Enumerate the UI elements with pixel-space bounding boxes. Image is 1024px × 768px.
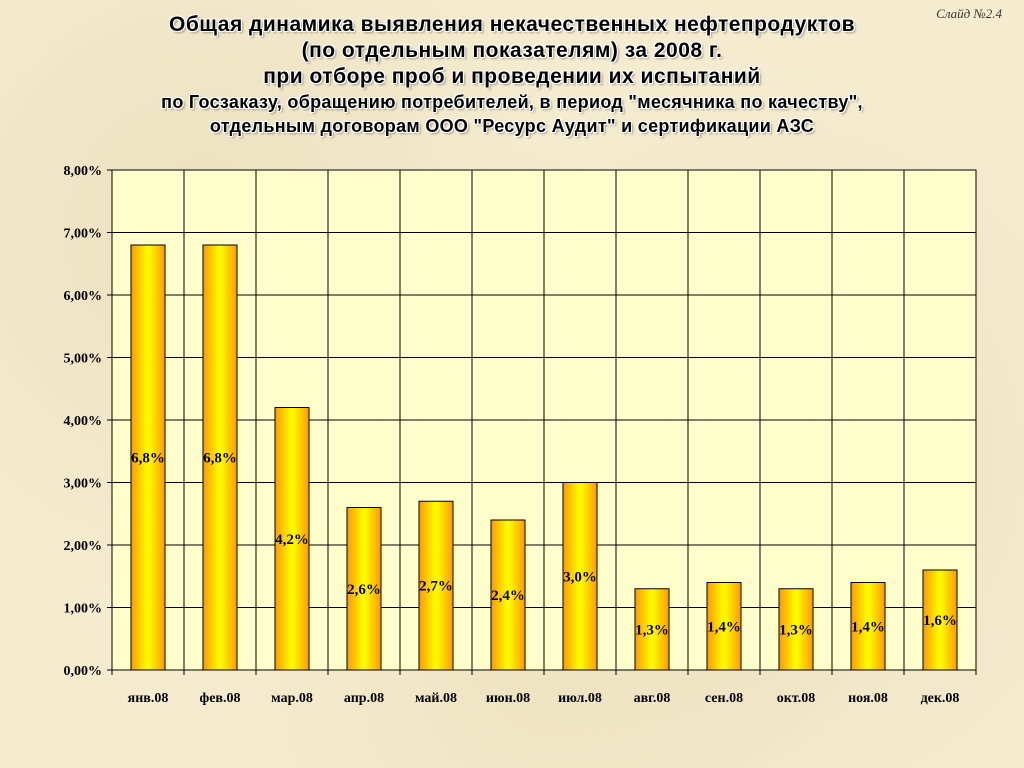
- y-tick-label: 4,00%: [64, 414, 103, 429]
- y-tick-label: 3,00%: [64, 477, 103, 492]
- plot-border: [111, 169, 977, 671]
- title-line-3: при отборе проб и проведении их испытани…: [263, 65, 761, 88]
- y-tick-label: 0,00%: [64, 664, 103, 679]
- bar: [850, 582, 886, 671]
- data-label: 4,2%: [275, 532, 309, 548]
- x-tick-label: сен.08: [705, 691, 743, 706]
- title-line-1: Общая динамика выявления некачественных …: [169, 13, 855, 36]
- x-tick-label: фев.08: [200, 691, 241, 706]
- bar: [778, 588, 814, 671]
- data-label: 2,6%: [347, 582, 381, 598]
- bar: [562, 482, 598, 671]
- x-tick-label: янв.08: [128, 691, 169, 706]
- data-labels: 6,8% 6,8% 4,2% 2,6% 2,7% 2,4% 3,0% 1,3% 1,4% 1,3%…: [131, 451, 957, 639]
- bar: [130, 244, 166, 671]
- data-label: 1,4%: [707, 619, 741, 635]
- title-line-2: (по отдельным показателям) за 2008 г.: [301, 39, 723, 62]
- data-label: 1,3%: [635, 622, 669, 638]
- title-line-5: отдельным договорам ООО "Ресурс Аудит" и…: [209, 116, 815, 136]
- y-tick-label: 6,00%: [64, 289, 103, 304]
- chart-title: Общая динамика выявления некачественных …: [0, 12, 1024, 138]
- x-axis-labels: янв.08 фев.08 мар.08 апр.08 май.08 июн.08 июл.…: [128, 691, 960, 706]
- data-label: 2,7%: [419, 579, 453, 595]
- data-label: 1,6%: [923, 613, 957, 629]
- y-tick-label: 7,00%: [64, 227, 103, 242]
- x-tick-label: авг.08: [634, 691, 671, 706]
- bar-series: [130, 244, 958, 671]
- bar: [346, 507, 382, 671]
- x-tick-label: июн.08: [486, 691, 530, 706]
- bar: [202, 244, 238, 671]
- x-tick-label: апр.08: [344, 691, 384, 706]
- x-tick-label: май.08: [415, 691, 457, 706]
- y-tick-label: 2,00%: [64, 539, 103, 554]
- bar: [922, 569, 958, 671]
- data-label: 1,4%: [851, 619, 885, 635]
- bar: [706, 582, 742, 671]
- data-label: 6,8%: [131, 451, 165, 467]
- slide-number: Слайд №2.4: [936, 6, 1002, 21]
- data-label: 6,8%: [203, 451, 237, 467]
- y-axis-ticks: 0,00% 1,00% 2,00% 3,00% 4,00% 5,00% 6,00% 7,00%…: [64, 164, 103, 679]
- title-line-4: по Госзаказу, обращению потребителей, в …: [161, 92, 863, 112]
- data-label: 3,0%: [563, 569, 597, 585]
- x-tick-label: дек.08: [921, 691, 960, 706]
- y-tick-label: 5,00%: [64, 352, 103, 367]
- x-tick-label: мар.08: [271, 691, 313, 706]
- data-label: 1,3%: [779, 622, 813, 638]
- data-label: 2,4%: [491, 588, 525, 604]
- y-tick-label: 1,00%: [64, 602, 103, 617]
- x-tick-label: ноя.08: [848, 691, 888, 706]
- bar: [418, 500, 454, 671]
- bar: [274, 407, 310, 671]
- x-tick-label: окт.08: [777, 691, 815, 706]
- bar: [634, 588, 670, 671]
- bar: [490, 519, 526, 671]
- x-tick-label: июл.08: [558, 691, 602, 706]
- y-tick-label: 8,00%: [64, 164, 103, 179]
